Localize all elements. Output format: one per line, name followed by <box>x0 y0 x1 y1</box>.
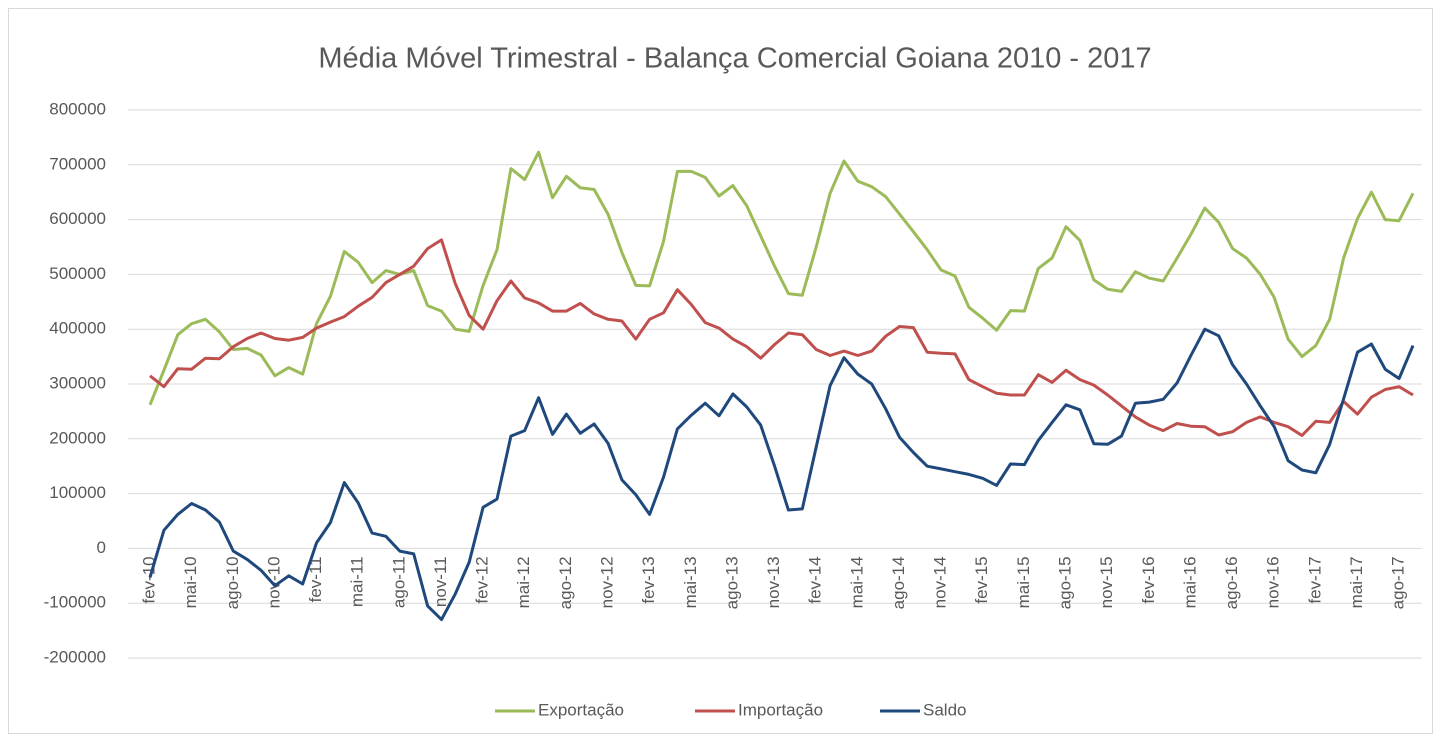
x-tick-label: nov-14 <box>931 556 950 608</box>
y-tick-label: 100000 <box>49 483 106 502</box>
x-tick-label: ago-17 <box>1389 556 1408 609</box>
x-tick-label: nov-16 <box>1264 556 1283 608</box>
x-tick-label: nov-13 <box>764 556 783 608</box>
legend-label: Importação <box>738 700 823 719</box>
x-tick-label: mai-14 <box>847 556 866 608</box>
x-tick-label: mai-11 <box>348 556 367 607</box>
x-tick-label: fev-15 <box>972 556 991 603</box>
chart-title: Média Móvel Trimestral - Balança Comerci… <box>318 43 1151 75</box>
x-tick-label: mai-12 <box>514 556 533 608</box>
x-tick-label: fev-16 <box>1139 556 1158 603</box>
x-tick-label: fev-14 <box>806 556 825 603</box>
line-series <box>149 238 1414 437</box>
x-tick-label: ago-12 <box>556 556 575 609</box>
y-tick-label: 0 <box>97 538 106 557</box>
chart-border <box>8 8 1433 734</box>
line-series <box>148 327 1415 622</box>
y-tick-label: 300000 <box>49 373 106 392</box>
x-tick-label: mai-10 <box>181 556 200 608</box>
x-tick-label: fev-17 <box>1305 556 1324 603</box>
legend-label: Exportação <box>538 700 624 719</box>
y-tick-label: 600000 <box>49 209 106 228</box>
y-tick-label: -100000 <box>44 593 106 612</box>
legend-label: Saldo <box>923 700 966 719</box>
y-tick-label: 800000 <box>49 99 106 118</box>
x-tick-label: mai-15 <box>1014 556 1033 608</box>
x-tick-label: fev-13 <box>639 556 658 603</box>
x-tick-label: nov-12 <box>597 556 616 608</box>
y-tick-label: 700000 <box>49 154 106 173</box>
x-tick-label: ago-10 <box>223 556 242 609</box>
x-tick-label: ago-13 <box>722 556 741 609</box>
line-series <box>148 150 1415 406</box>
x-tick-label: ago-15 <box>1056 556 1075 609</box>
y-tick-label: 400000 <box>49 319 106 338</box>
x-tick-label: fev-12 <box>473 556 492 603</box>
x-tick-label: mai-16 <box>1180 556 1199 608</box>
y-tick-label: 200000 <box>49 428 106 447</box>
x-tick-label: ago-16 <box>1222 556 1241 609</box>
y-tick-label: 500000 <box>49 264 106 283</box>
y-tick-label: -200000 <box>44 647 106 666</box>
x-tick-label: ago-11 <box>389 556 408 608</box>
x-tick-label: fev-11 <box>306 556 325 602</box>
x-tick-label: nov-15 <box>1097 556 1116 608</box>
x-tick-label: ago-14 <box>889 556 908 609</box>
x-tick-label: mai-17 <box>1347 556 1366 608</box>
x-tick-label: mai-13 <box>681 556 700 608</box>
x-tick-label: nov-11 <box>431 556 450 607</box>
